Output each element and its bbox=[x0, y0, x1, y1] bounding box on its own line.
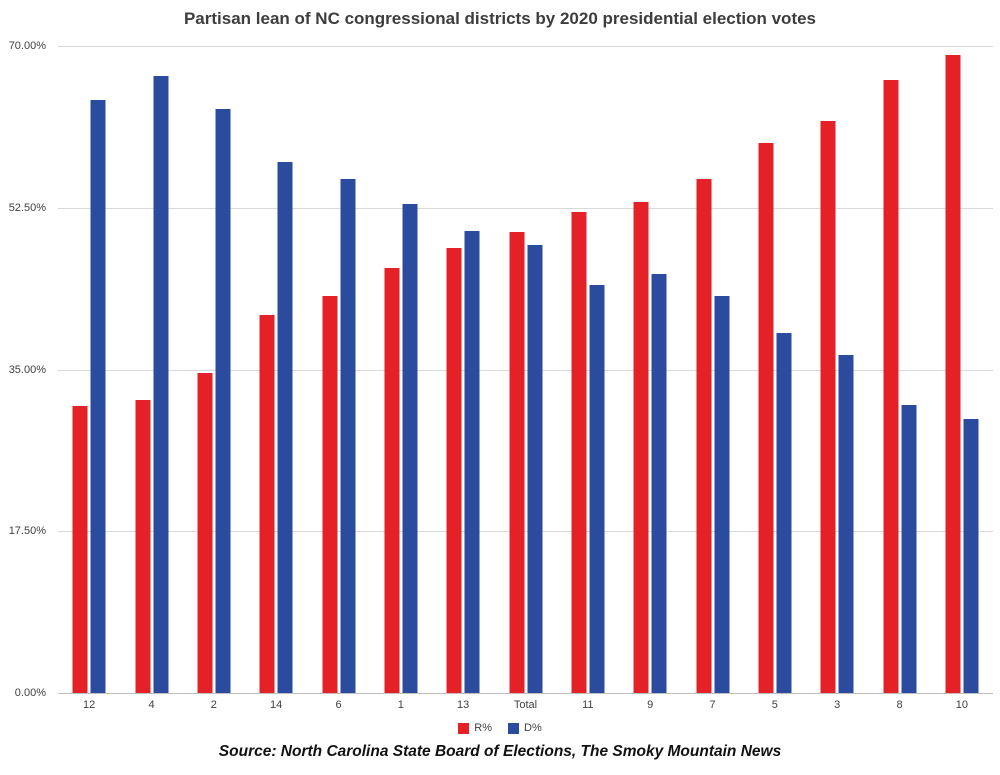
bar-r-9 bbox=[633, 202, 649, 693]
x-tick-label-total: Total bbox=[513, 699, 538, 711]
bar-d-8 bbox=[901, 404, 916, 693]
x-axis: 12 4 2 14 6 1 13 Total 11 9 7 5 3 8 10 bbox=[58, 694, 993, 712]
bar-group-3 bbox=[820, 46, 854, 693]
x-tick-label-3: 3 bbox=[834, 699, 841, 711]
x-tick-label-13: 13 bbox=[457, 699, 470, 711]
bar-r-3 bbox=[820, 120, 836, 693]
bar-d-2 bbox=[215, 108, 231, 693]
bar-group-12 bbox=[72, 46, 106, 693]
bar-d-6 bbox=[340, 179, 355, 693]
y-tick-label: 70.00% bbox=[8, 40, 46, 52]
gridline bbox=[58, 531, 993, 533]
bar-d-14 bbox=[277, 162, 293, 693]
bar-r-11 bbox=[571, 212, 587, 693]
bar-r-14 bbox=[259, 314, 275, 693]
bar-r-12 bbox=[72, 406, 88, 693]
legend-swatch-d-icon bbox=[508, 722, 519, 734]
legend-swatch-r-icon bbox=[458, 722, 470, 734]
legend-label-d: D% bbox=[524, 722, 542, 734]
bar-group-10 bbox=[945, 46, 979, 693]
x-tick-label-2: 2 bbox=[210, 699, 217, 711]
bar-group-14 bbox=[259, 46, 293, 693]
bar-group-2 bbox=[197, 46, 231, 693]
x-tick-label-4: 4 bbox=[148, 699, 155, 711]
bar-d-10 bbox=[963, 419, 979, 693]
legend-item-d: D% bbox=[508, 722, 542, 734]
bar-d-4 bbox=[153, 75, 168, 693]
legend-label-r: R% bbox=[474, 722, 492, 734]
bar-r-1 bbox=[384, 267, 400, 693]
bar-group-8 bbox=[883, 46, 916, 693]
x-tick-label-8: 8 bbox=[896, 699, 903, 711]
bar-r-13 bbox=[446, 247, 462, 693]
bar-group-7 bbox=[696, 46, 729, 693]
y-tick-label: 17.50% bbox=[8, 525, 46, 538]
bar-group-1 bbox=[384, 46, 418, 693]
legend-item-r: R% bbox=[458, 722, 492, 734]
x-tick-label-12: 12 bbox=[83, 699, 96, 711]
y-tick-label: 35.00% bbox=[8, 363, 46, 376]
bar-d-total bbox=[527, 244, 542, 693]
bar-group-4 bbox=[135, 46, 168, 693]
bar-d-7 bbox=[714, 295, 729, 693]
bar-d-13 bbox=[464, 230, 480, 693]
x-tick-label-7: 7 bbox=[709, 699, 716, 711]
source-attribution: Source: North Carolina State Board of El… bbox=[218, 743, 782, 760]
bar-group-13 bbox=[446, 46, 480, 693]
bar-group-total bbox=[509, 46, 542, 693]
x-tick-label-1: 1 bbox=[397, 699, 404, 711]
x-tick-label-5: 5 bbox=[771, 699, 778, 711]
bar-r-10 bbox=[945, 55, 961, 693]
bar-r-6 bbox=[322, 295, 337, 693]
bar-d-3 bbox=[838, 354, 854, 693]
x-tick-label-9: 9 bbox=[647, 699, 654, 711]
bar-group-9 bbox=[633, 46, 667, 693]
bar-group-11 bbox=[571, 46, 605, 693]
x-tick-label-11: 11 bbox=[582, 699, 594, 711]
legend: R% D% bbox=[0, 722, 1000, 734]
plot-area bbox=[58, 46, 993, 694]
x-tick-label-14: 14 bbox=[270, 699, 283, 711]
bar-group-6 bbox=[322, 46, 355, 693]
bar-r-total bbox=[509, 231, 524, 693]
bar-d-12 bbox=[90, 99, 106, 693]
y-tick-label: 52.50% bbox=[8, 201, 46, 214]
gridline bbox=[58, 46, 993, 47]
bar-d-11 bbox=[589, 285, 605, 693]
bar-group-5 bbox=[758, 46, 792, 693]
bar-r-7 bbox=[696, 179, 711, 693]
x-tick-label-10: 10 bbox=[955, 699, 968, 711]
y-axis: 0.00% 17.50% 35.00% 52.50% 70.00% bbox=[0, 40, 52, 699]
bar-d-1 bbox=[402, 204, 418, 693]
gridline bbox=[58, 207, 993, 209]
bar-r-4 bbox=[135, 400, 150, 693]
y-tick-label: 0.00% bbox=[14, 687, 46, 699]
x-tick-label-6: 6 bbox=[335, 699, 342, 711]
chart-title: Partisan lean of NC congressional distri… bbox=[183, 9, 817, 28]
bar-r-8 bbox=[883, 80, 898, 693]
bar-r-5 bbox=[758, 143, 774, 693]
bar-d-9 bbox=[651, 274, 667, 693]
bar-d-5 bbox=[776, 333, 792, 693]
gridline bbox=[58, 369, 993, 371]
bar-r-2 bbox=[197, 373, 213, 693]
